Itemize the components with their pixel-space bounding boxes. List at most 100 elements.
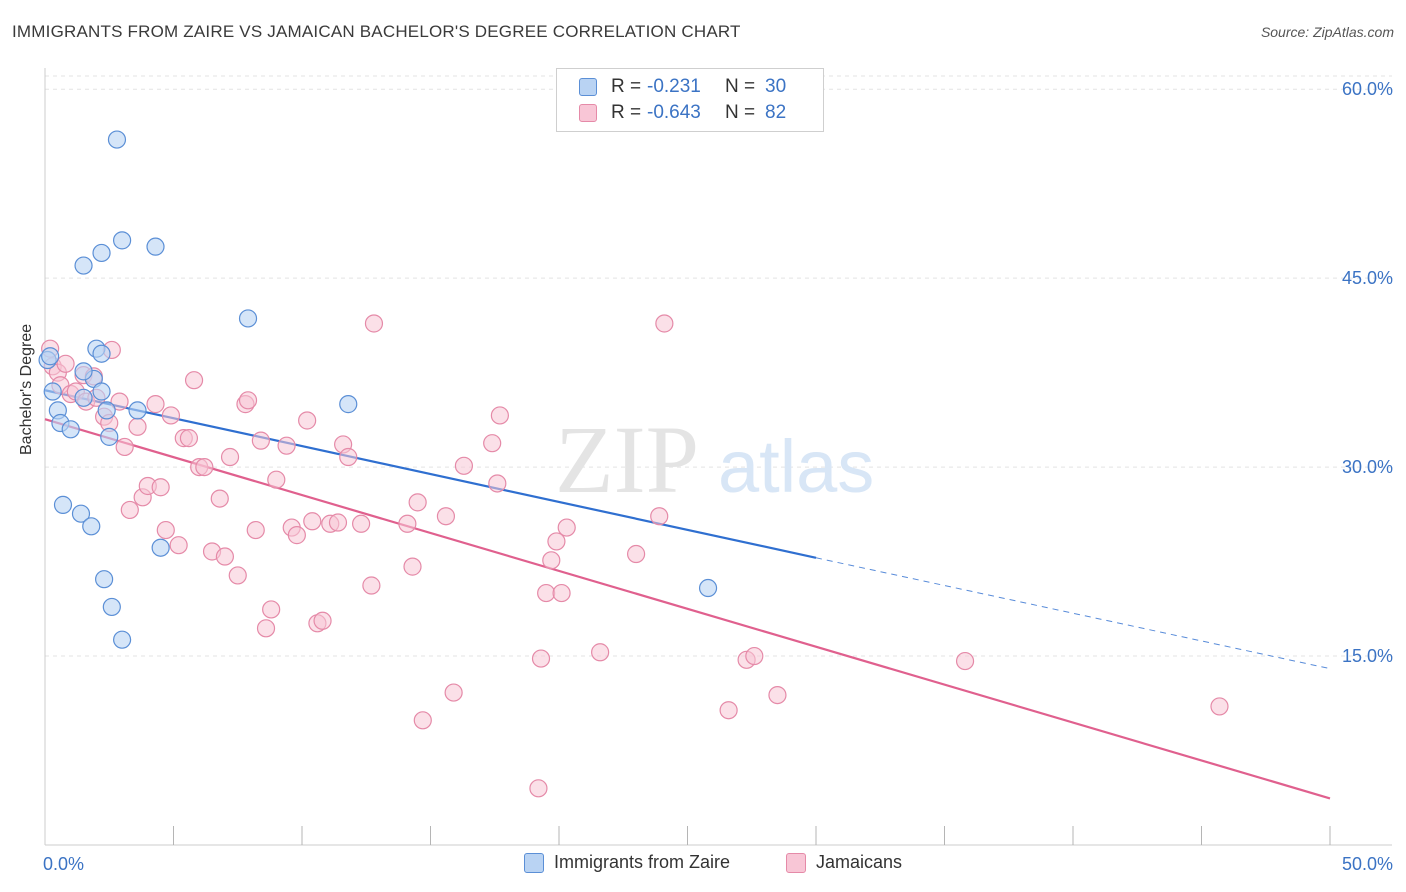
data-point-jamaicans [413,711,432,730]
data-point-jamaicans [128,417,147,436]
data-point-jamaicans [115,437,134,457]
data-point-jamaicans [267,470,286,489]
data-point-jamaicans [1210,697,1229,716]
legend-n-value: 82 [765,102,787,123]
data-point-jamaicans [626,544,646,564]
data-point-jamaicans [547,532,566,551]
grid-layer [45,75,1392,657]
data-point-jamaicans [364,314,384,333]
data-point-jamaicans [303,512,322,531]
data-point-jamaicans [444,683,463,702]
series-legend: Immigrants from Zaire Jamaicans [0,852,1406,876]
data-point-zaire [92,344,111,363]
data-point-zaire [128,401,147,420]
data-point-jamaicans [490,406,509,425]
chart-title: IMMIGRANTS FROM ZAIRE VS JAMAICAN BACHEL… [12,22,741,41]
data-point-zaire [112,630,132,649]
data-point-zaire [74,388,93,407]
watermark-atlas: atlas [718,425,874,508]
data-point-jamaicans [195,457,214,477]
trendline-zaire-extension [815,557,1331,670]
data-point-jamaicans [287,526,306,545]
data-point-jamaicans [184,371,204,390]
series-legend-jamaicans[interactable]: Jamaicans [786,852,902,873]
y-tick-label: 45.0% [1342,268,1393,288]
x-tick-label: 50.0% [1342,854,1393,874]
axis-layer [44,68,1392,846]
data-point-jamaicans [251,431,270,450]
data-point-jamaicans [745,646,764,666]
data-point-jamaicans [591,643,610,662]
data-point-jamaicans [56,354,75,373]
legend-r-value: -0.643 [647,102,701,123]
y-tick-label: 30.0% [1342,457,1393,477]
data-point-jamaicans [246,520,265,540]
data-point-jamaicans [529,779,548,798]
data-point-jamaicans [220,447,240,467]
data-point-jamaicans [328,513,348,532]
data-point-jamaicans [120,500,139,520]
series-swatch-jamaicans [786,852,806,873]
data-point-jamaicans [156,520,175,540]
chart-source: Source: ZipAtlas.com [1260,24,1394,40]
legend-r-label: R = [611,102,642,123]
data-point-jamaicans [768,685,787,705]
y-axis-label: Bachelor's Degree [18,323,35,455]
data-point-jamaicans [650,507,669,526]
data-point-jamaicans [277,436,296,455]
data-point-jamaicans [256,619,276,638]
legend-row-zaire: R = -0.231 N = 30 [579,75,786,99]
data-point-jamaicans [151,478,170,497]
data-point-zaire [74,256,93,275]
data-point-jamaicans [169,536,188,555]
data-point-jamaicans [298,411,317,430]
correlation-legend: R = -0.231 N = 30 R = -0.643 N = 82 [556,68,824,132]
data-point-zaire [100,427,119,446]
data-point-jamaicans [179,429,199,448]
data-point-jamaicans [488,474,507,493]
data-point-zaire [41,347,60,366]
y-tick-label: 60.0% [1342,79,1393,99]
data-point-zaire [339,395,358,414]
data-point-jamaicans [531,649,551,668]
data-point-jamaicans [719,701,738,720]
data-point-jamaicans [537,583,556,603]
data-point-jamaicans [403,557,422,576]
watermark: ZIP atlas [555,406,874,513]
data-point-zaire [107,130,127,149]
data-point-zaire [151,538,170,557]
data-point-zaire [102,597,121,617]
data-point-jamaicans [408,493,427,512]
data-point-zaire [238,309,258,328]
legend-n-value: 30 [765,76,787,97]
data-point-zaire [97,401,116,420]
data-point-zaire [95,570,114,589]
data-point-jamaicans [110,392,129,411]
tick-labels: 15.0% 30.0% 45.0% 60.0% 0.0% 50.0% [43,79,1393,874]
data-point-jamaicans [262,600,281,619]
data-point-jamaicans [238,391,258,410]
series-legend-label: Immigrants from Zaire [554,852,731,872]
data-point-jamaicans [655,314,674,333]
legend-swatch-jamaicans [579,104,597,122]
data-point-zaire [82,517,101,536]
data-point-jamaicans [339,447,358,467]
data-point-jamaicans [352,514,371,533]
data-point-zaire [43,382,62,401]
series-swatch-zaire [524,852,544,873]
series-legend-zaire[interactable]: Immigrants from Zaire [524,852,730,873]
data-point-zaire [92,243,111,263]
data-point-zaire [74,362,93,381]
data-point-jamaicans [542,551,561,570]
data-point-zaire [112,231,132,250]
data-point-jamaicans [436,507,456,526]
data-point-zaire [71,504,91,523]
legend-r-value: -0.231 [647,76,701,97]
data-point-jamaicans [557,518,576,537]
data-point-zaire [698,578,718,598]
y-tick-label: 15.0% [1342,646,1393,666]
data-point-jamaicans [483,434,502,453]
data-point-jamaicans [398,514,417,533]
data-point-jamaicans [146,395,165,414]
